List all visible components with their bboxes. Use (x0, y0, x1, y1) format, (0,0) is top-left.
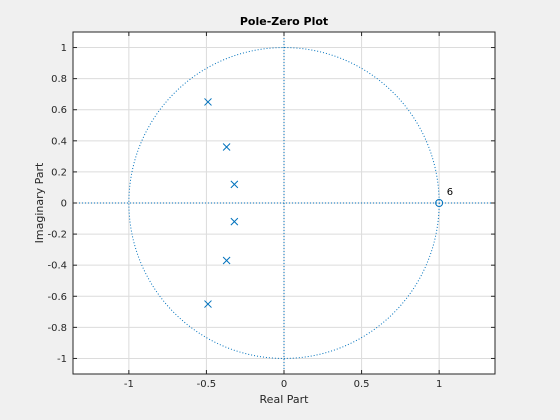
reference-lines (73, 32, 495, 374)
pole-marker (204, 300, 212, 308)
y-tick-label: -1 (57, 354, 67, 365)
x-axis-label: Real Part (260, 393, 310, 406)
pole-marker (222, 256, 231, 265)
unit-circle (128, 47, 440, 359)
x-tick-label: -0.5 (197, 379, 217, 390)
data-marks (204, 98, 444, 308)
y-tick-label: 0 (61, 199, 67, 210)
x-tick-label: 0.5 (354, 379, 370, 390)
pole-marker (222, 143, 231, 151)
y-tick-label: 0.8 (51, 74, 67, 85)
zero-multiplicity-label: 6 (447, 187, 453, 198)
pole-marker (230, 217, 239, 226)
pole-marker (204, 98, 212, 106)
zero-marker (435, 199, 444, 207)
x-tick-label: 0 (281, 379, 287, 390)
y-axis-label: Imaginary Part (33, 162, 46, 243)
y-tick-label: -0.2 (47, 230, 67, 241)
tick-marks (73, 32, 495, 374)
y-tick-label: -0.8 (47, 323, 67, 334)
y-tick-label: 0.4 (51, 136, 67, 147)
y-tick-label: 0.6 (51, 105, 67, 116)
pole-stroke (204, 98, 212, 106)
y-tick-label: -0.4 (47, 261, 67, 272)
y-tick-label: 1 (61, 43, 67, 54)
pole-stroke (222, 143, 231, 151)
pole-marker (230, 180, 239, 189)
x-tick-label: -1 (124, 379, 134, 390)
y-tick-label: -0.6 (47, 292, 67, 303)
annotations: 6 (447, 187, 453, 198)
tick-labels: -1 -0.5 0 0.5 1 -1 -0.8 -0.6 -0.4 -0.2 0 0.2 0.4 0.6 0… (47, 43, 442, 390)
pole-stroke (230, 180, 239, 189)
plot-border (72, 31, 496, 375)
chart-title: Pole-Zero Plot (240, 15, 328, 28)
pole-stroke (230, 217, 239, 226)
pole-stroke (204, 300, 212, 308)
pole-stroke (222, 256, 231, 265)
y-tick-label: 0.2 (51, 167, 67, 178)
x-tick-label: 1 (436, 379, 442, 390)
